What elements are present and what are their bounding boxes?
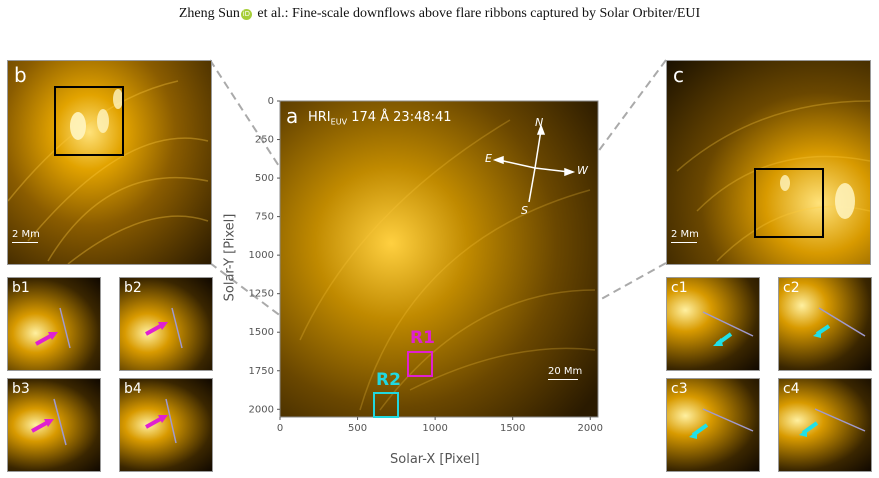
arrow-icon <box>702 311 754 346</box>
scalebar-b: 2 Mm <box>12 229 40 243</box>
instrument-label: HRI <box>308 110 331 125</box>
x-tick-label: 2000 <box>578 423 603 434</box>
y-tick-label: 0 <box>268 96 274 107</box>
panel-a-label: a <box>286 104 299 128</box>
compass-s: S <box>521 204 528 217</box>
arrow-icon <box>689 408 754 439</box>
header-title: et al.: Fine-scale downflows above flare… <box>253 6 701 21</box>
panel-b4: b4 <box>119 378 213 472</box>
region-r1-label: R1 <box>410 328 435 348</box>
panel-c1: c1 <box>666 277 760 371</box>
panel-b-loops <box>8 80 209 264</box>
arrow-icon <box>31 398 67 446</box>
y-tick-label: 750 <box>255 212 274 223</box>
x-tick-label: 0 <box>277 423 283 434</box>
y-tick-label: 1500 <box>249 327 274 338</box>
panel-c: c 2 Mm <box>666 60 871 265</box>
panel-b1: b1 <box>7 277 101 371</box>
panel-a: 0 250 500 750 1000 1250 1500 1750 2000 0 500 1000 1… <box>210 90 610 475</box>
scalebar-a: 20 Mm <box>548 366 582 380</box>
panel-c-label: c <box>673 63 684 87</box>
panel-c1-label: c1 <box>671 280 688 296</box>
panel-c2: c2 <box>778 277 872 371</box>
panel-c4-label: c4 <box>783 381 800 397</box>
arrow-icon <box>145 307 183 349</box>
panel-b: b 2 Mm <box>7 60 212 265</box>
y-axis-label: Solar-Y [Pixel] <box>222 213 238 302</box>
x-tick-label: 1000 <box>422 423 447 434</box>
y-tick-label: 1750 <box>249 366 274 377</box>
panel-a-axes: 0 250 500 750 1000 1250 1500 1750 2000 0 500 1000 1… <box>249 96 603 434</box>
scalebar-c: 2 Mm <box>671 229 699 243</box>
wavelength-time: 174 Å 23:48:41 <box>351 110 452 125</box>
instrument-sub: EUV <box>330 117 348 127</box>
compass-e: E <box>485 152 492 165</box>
y-tick-label: 250 <box>255 135 274 146</box>
panel-b2-label: b2 <box>124 280 142 296</box>
page-header: Zheng Sun iD et al.: Fine-scale downflows… <box>0 6 879 22</box>
panel-a-caption: HRIEUV 174 Å 23:48:41 <box>308 110 452 127</box>
panel-c3: c3 <box>666 378 760 472</box>
panel-c-loops <box>676 100 870 262</box>
scalebar-b-label: 2 Mm <box>12 229 40 240</box>
y-tick-label: 1250 <box>249 289 274 300</box>
header-author: Zheng Sun <box>178 6 240 21</box>
region-r1-box <box>407 351 433 377</box>
panel-c2-label: c2 <box>783 280 800 296</box>
panel-c3-label: c3 <box>671 381 688 397</box>
arrow-icon <box>813 307 866 338</box>
arrow-icon <box>145 398 177 444</box>
zoom-box-b <box>54 86 124 156</box>
panel-b3: b3 <box>7 378 101 472</box>
region-r2-box <box>373 392 399 418</box>
orcid-icon[interactable]: iD <box>240 9 252 20</box>
scalebar-c-label: 2 Mm <box>671 229 699 240</box>
compass-icon: N S E W <box>485 116 589 217</box>
compass-n: N <box>535 116 543 129</box>
x-axis-label: Solar-X [Pixel] <box>390 452 480 467</box>
arrow-icon <box>799 408 866 437</box>
panel-b3-label: b3 <box>12 381 30 397</box>
y-tick-label: 500 <box>255 173 274 184</box>
y-tick-label: 2000 <box>249 404 274 415</box>
y-tick-label: 1000 <box>249 250 274 261</box>
solar-image-a <box>279 100 599 418</box>
compass-w: W <box>577 164 589 177</box>
panel-b-label: b <box>14 63 27 87</box>
arrow-icon <box>35 307 71 349</box>
x-tick-label: 500 <box>348 423 367 434</box>
scalebar-a-label: 20 Mm <box>548 366 583 377</box>
panel-b2: b2 <box>119 277 213 371</box>
panel-c4: c4 <box>778 378 872 472</box>
panel-b1-label: b1 <box>12 280 30 296</box>
region-r2-label: R2 <box>376 370 401 390</box>
panel-b4-label: b4 <box>124 381 142 397</box>
zoom-box-c <box>754 168 824 238</box>
x-tick-label: 1500 <box>500 423 525 434</box>
